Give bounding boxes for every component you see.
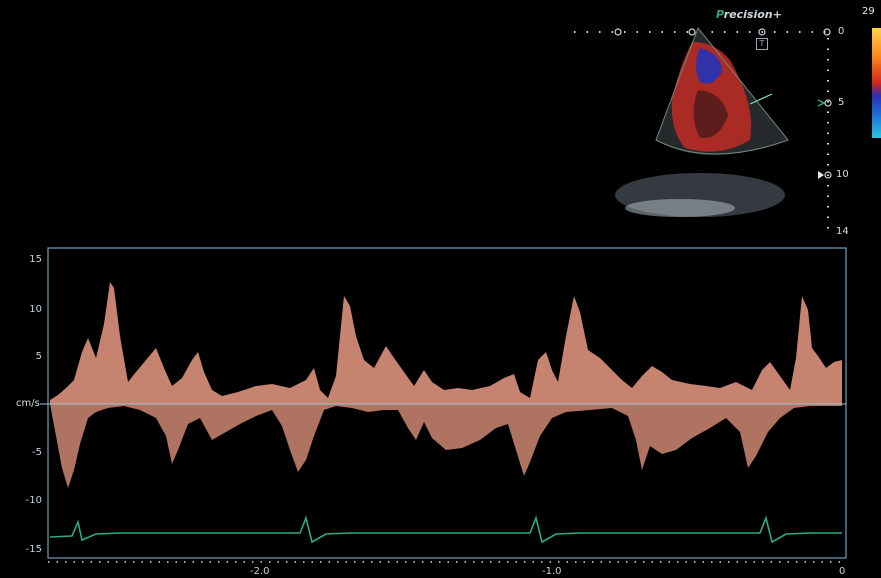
- depth-label-10: 10: [836, 169, 849, 180]
- depth-label-5: 5: [838, 97, 845, 108]
- trace-lock-icon[interactable]: T: [756, 38, 768, 50]
- brand-name: recision: [723, 8, 773, 21]
- y-tick-neg5: -5: [32, 447, 42, 458]
- brand-logo: Precision+: [716, 8, 782, 21]
- color-scale-max: 29: [862, 6, 875, 17]
- y-tick-15: 15: [29, 254, 42, 265]
- focus-marker[interactable]: [823, 28, 831, 36]
- sample-volume-cursor[interactable]: [749, 93, 773, 105]
- depth-label-14: 14: [836, 226, 849, 237]
- color-scale-bar: [872, 28, 881, 138]
- y-tick-neg15: -15: [25, 544, 42, 555]
- velocity-envelope-positive: [50, 282, 842, 404]
- focus-marker[interactable]: [688, 28, 696, 36]
- ecg-trace: [49, 515, 842, 544]
- depth-marker-5: [824, 99, 832, 107]
- spectral-panel: [40, 247, 847, 563]
- sector-image: [574, 27, 832, 232]
- x-tick-0: 0: [839, 566, 846, 577]
- brand-initial: P: [716, 8, 724, 21]
- color-doppler-dark: [693, 90, 728, 139]
- y-tick-10: 10: [29, 304, 42, 315]
- depth-pointer-5: [817, 99, 826, 107]
- y-tick-neg10: -10: [25, 495, 42, 506]
- focus-marker[interactable]: [758, 28, 766, 36]
- velocity-unit-label: cm/s: [16, 398, 40, 409]
- sector-outline: [655, 27, 789, 155]
- depth-pointer-10: [818, 171, 824, 179]
- tissue-lower-bright: [625, 199, 735, 217]
- focus-marker[interactable]: [614, 28, 622, 36]
- color-doppler-blue: [696, 48, 722, 84]
- x-tick-neg2: -2.0: [250, 566, 270, 577]
- depth-marker-10: [824, 171, 832, 179]
- brand-mark: +: [772, 8, 782, 21]
- y-tick-5: 5: [35, 351, 42, 362]
- depth-label-0: 0: [838, 26, 845, 37]
- velocity-envelope-negative: [50, 404, 842, 488]
- x-tick-neg1: -1.0: [542, 566, 562, 577]
